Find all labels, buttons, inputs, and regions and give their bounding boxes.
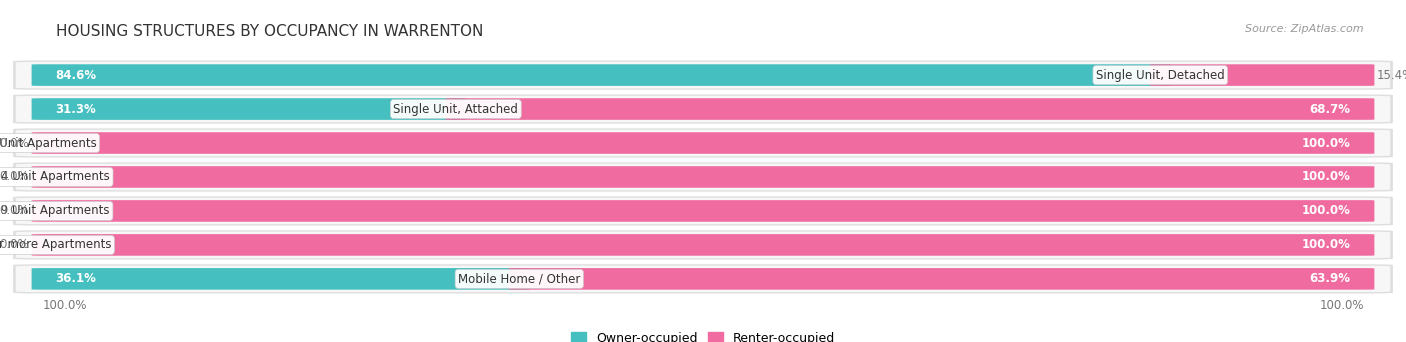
Text: 100.0%: 100.0% [1302,170,1351,183]
FancyBboxPatch shape [13,162,1393,192]
FancyBboxPatch shape [31,98,467,120]
Text: 100.0%: 100.0% [1302,205,1351,218]
FancyBboxPatch shape [15,232,1391,258]
FancyBboxPatch shape [509,268,1375,290]
FancyBboxPatch shape [446,98,1375,120]
FancyBboxPatch shape [31,132,1375,154]
Text: 15.4%: 15.4% [1376,69,1406,82]
FancyBboxPatch shape [13,94,1393,124]
Text: Source: ZipAtlas.com: Source: ZipAtlas.com [1246,24,1364,34]
FancyBboxPatch shape [13,196,1393,226]
Text: 0.0%: 0.0% [0,136,30,149]
FancyBboxPatch shape [15,130,1391,156]
FancyBboxPatch shape [13,264,1393,293]
FancyBboxPatch shape [15,96,1391,122]
Text: 3 or 4 Unit Apartments: 3 or 4 Unit Apartments [0,170,110,183]
FancyBboxPatch shape [15,266,1391,292]
Text: 100.0%: 100.0% [1302,238,1351,251]
FancyBboxPatch shape [31,234,1375,256]
Text: Mobile Home / Other: Mobile Home / Other [458,272,581,285]
FancyBboxPatch shape [15,198,1391,224]
FancyBboxPatch shape [31,166,1375,188]
Text: 31.3%: 31.3% [55,103,96,116]
Text: Single Unit, Detached: Single Unit, Detached [1095,69,1225,82]
FancyBboxPatch shape [13,128,1393,158]
Legend: Owner-occupied, Renter-occupied: Owner-occupied, Renter-occupied [567,327,839,342]
Text: 68.7%: 68.7% [1309,103,1351,116]
Text: HOUSING STRUCTURES BY OCCUPANCY IN WARRENTON: HOUSING STRUCTURES BY OCCUPANCY IN WARRE… [56,24,484,39]
Text: 2 Unit Apartments: 2 Unit Apartments [0,136,97,149]
Text: 100.0%: 100.0% [1319,299,1364,312]
Text: 0.0%: 0.0% [0,205,30,218]
FancyBboxPatch shape [15,164,1391,190]
Text: 10 or more Apartments: 10 or more Apartments [0,238,111,251]
Text: 100.0%: 100.0% [1302,136,1351,149]
Text: 0.0%: 0.0% [0,238,30,251]
FancyBboxPatch shape [1150,64,1375,86]
Text: 5 to 9 Unit Apartments: 5 to 9 Unit Apartments [0,205,110,218]
FancyBboxPatch shape [31,200,1375,222]
Text: 63.9%: 63.9% [1309,272,1351,285]
FancyBboxPatch shape [31,268,530,290]
Text: 84.6%: 84.6% [55,69,97,82]
FancyBboxPatch shape [15,62,1391,88]
FancyBboxPatch shape [13,230,1393,260]
Text: 100.0%: 100.0% [42,299,87,312]
FancyBboxPatch shape [31,64,1171,86]
Text: 0.0%: 0.0% [0,170,30,183]
Text: 36.1%: 36.1% [55,272,96,285]
Text: Single Unit, Attached: Single Unit, Attached [394,103,519,116]
FancyBboxPatch shape [13,61,1393,90]
